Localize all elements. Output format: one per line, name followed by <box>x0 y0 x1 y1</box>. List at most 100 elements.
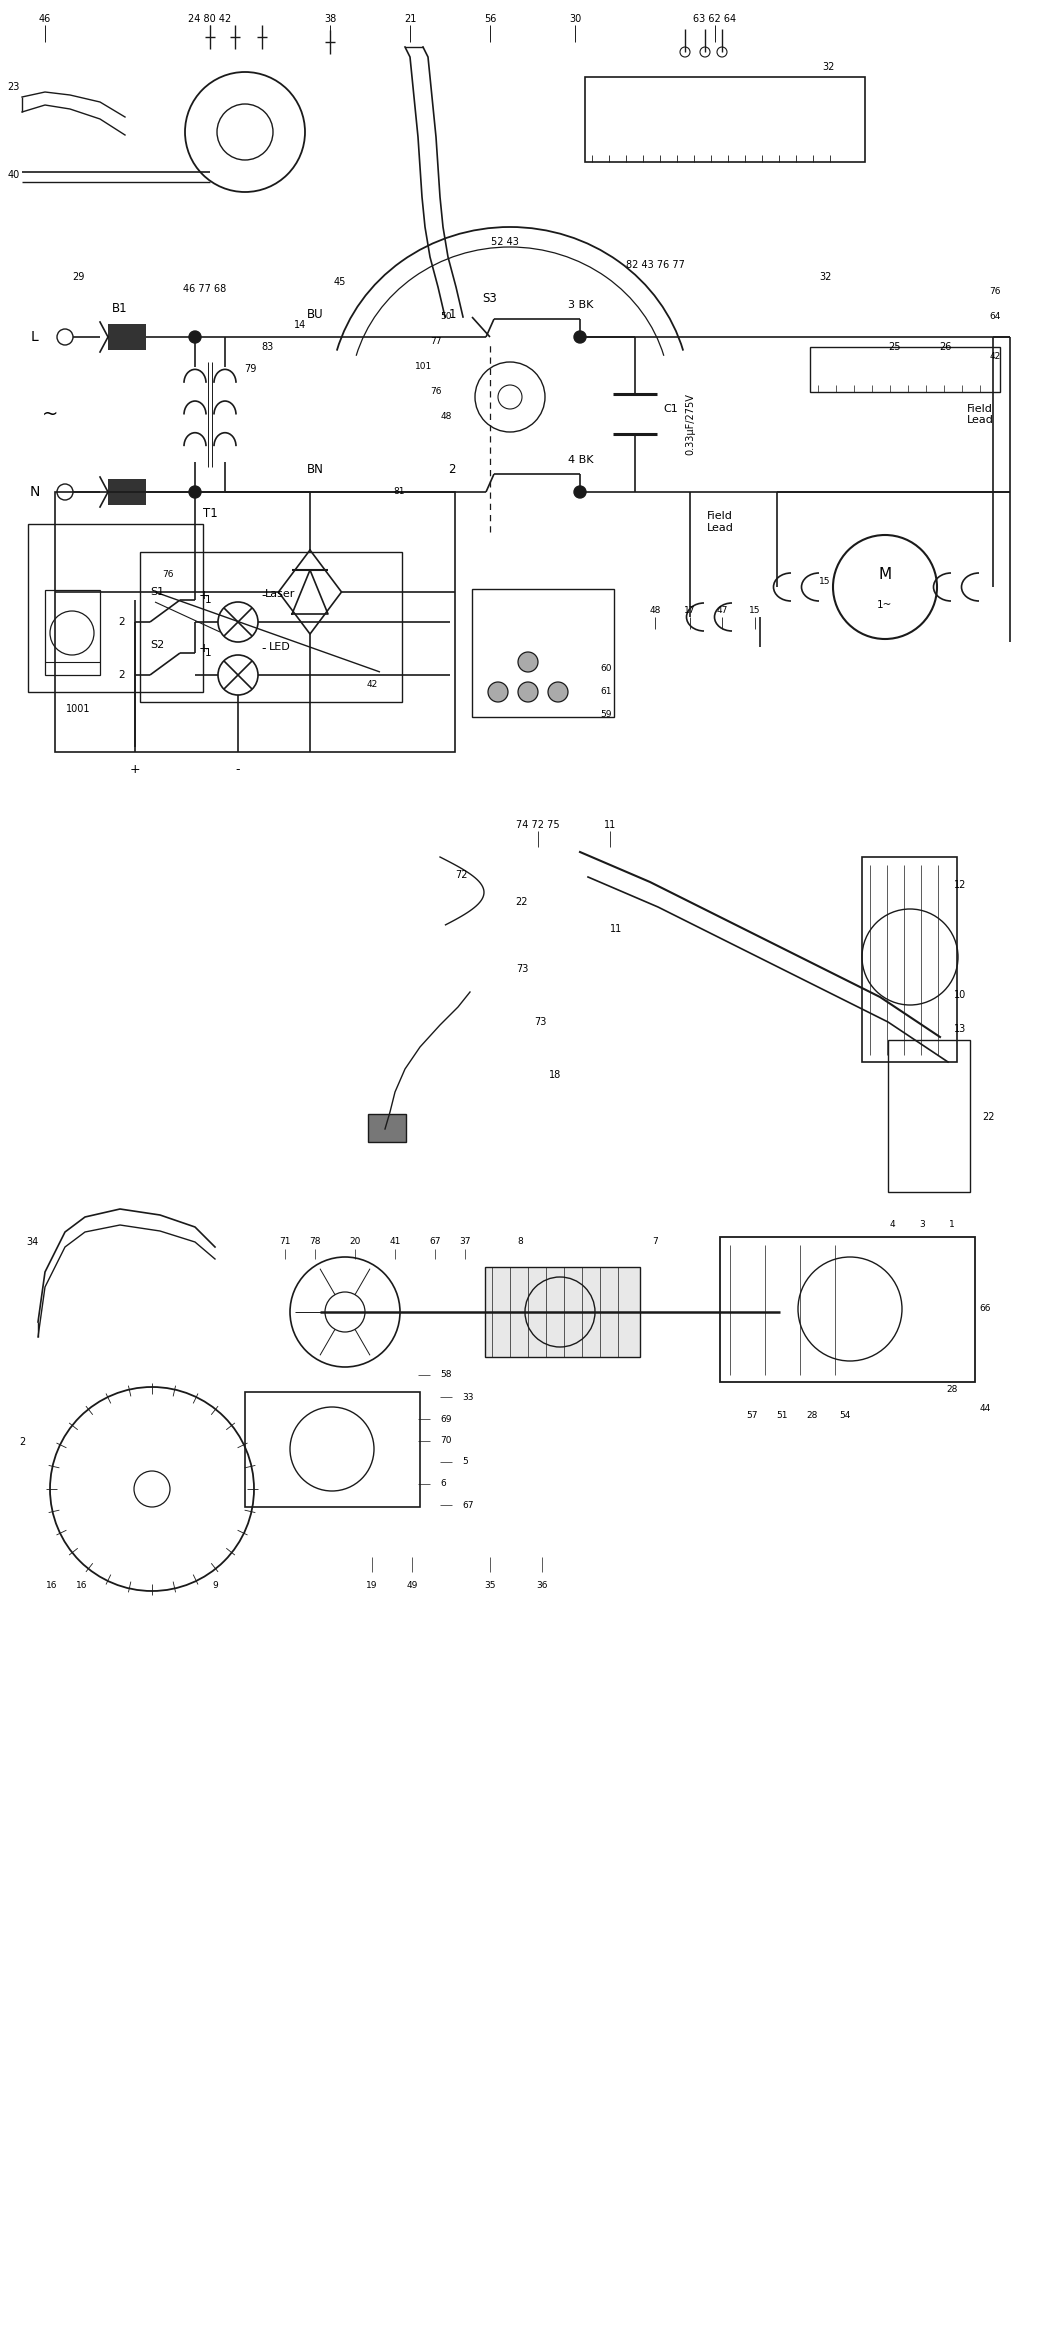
Text: M: M <box>879 568 891 582</box>
Text: 70: 70 <box>440 1436 452 1446</box>
Text: 2: 2 <box>119 669 125 681</box>
Text: 28: 28 <box>946 1385 958 1394</box>
Bar <box>245 1392 420 1507</box>
Text: 49: 49 <box>406 1580 418 1589</box>
Text: 77: 77 <box>430 338 442 347</box>
Text: 67: 67 <box>429 1237 441 1246</box>
Text: 48: 48 <box>441 413 452 422</box>
Text: 1: 1 <box>949 1220 954 1230</box>
Text: 44: 44 <box>980 1404 990 1413</box>
Text: 64: 64 <box>989 312 1001 322</box>
Text: 46 77 68: 46 77 68 <box>184 284 227 293</box>
Text: 82 43 76 77: 82 43 76 77 <box>626 261 685 270</box>
Text: 56: 56 <box>484 14 497 23</box>
Text: 16: 16 <box>46 1580 58 1589</box>
Text: LED: LED <box>269 643 291 652</box>
Text: Laser: Laser <box>265 589 295 598</box>
Text: 15: 15 <box>750 606 761 615</box>
Circle shape <box>189 331 201 343</box>
Text: 11: 11 <box>610 925 623 934</box>
Text: 69: 69 <box>440 1415 452 1425</box>
Text: 0.33μF/275V: 0.33μF/275V <box>685 394 695 455</box>
Circle shape <box>518 652 538 671</box>
Text: 1001: 1001 <box>66 704 90 713</box>
Text: -: - <box>261 643 267 655</box>
Text: 73: 73 <box>533 1016 546 1028</box>
Text: 76: 76 <box>162 570 173 580</box>
Text: 37: 37 <box>459 1237 470 1246</box>
Text: 71: 71 <box>279 1237 291 1246</box>
Text: 61: 61 <box>600 688 611 697</box>
Text: BN: BN <box>307 462 323 476</box>
Text: 2: 2 <box>19 1436 25 1448</box>
Text: +: + <box>198 589 209 603</box>
Text: 50: 50 <box>441 312 452 322</box>
Circle shape <box>574 331 586 343</box>
Text: 21: 21 <box>404 14 416 23</box>
Text: N: N <box>29 486 40 500</box>
Text: 42: 42 <box>989 352 1001 361</box>
Text: 48: 48 <box>649 606 660 615</box>
Bar <box>585 77 865 162</box>
Text: 7: 7 <box>652 1237 658 1246</box>
Text: S3: S3 <box>483 293 498 305</box>
Text: 16: 16 <box>77 1580 88 1589</box>
Text: 10: 10 <box>953 990 966 1000</box>
Circle shape <box>189 486 201 498</box>
Text: 40: 40 <box>7 169 20 181</box>
Text: 13: 13 <box>953 1023 966 1035</box>
Text: 25: 25 <box>888 343 901 352</box>
Text: 3: 3 <box>919 1220 925 1230</box>
Text: 79: 79 <box>244 364 256 373</box>
Text: T1: T1 <box>203 507 217 521</box>
Text: 66: 66 <box>980 1305 991 1314</box>
Text: 26: 26 <box>939 343 951 352</box>
Text: 22: 22 <box>516 897 528 906</box>
Text: 41: 41 <box>390 1237 401 1246</box>
Bar <box>810 347 1000 392</box>
Text: +: + <box>198 643 209 655</box>
Text: 42: 42 <box>366 681 378 690</box>
Text: 60: 60 <box>600 664 611 674</box>
Text: 20: 20 <box>350 1237 361 1246</box>
Text: 73: 73 <box>516 965 528 974</box>
Text: C1: C1 <box>663 404 677 415</box>
Circle shape <box>574 486 586 498</box>
Text: 9: 9 <box>212 1580 218 1589</box>
Bar <box>720 1237 975 1382</box>
Text: L: L <box>32 331 39 345</box>
Text: 8: 8 <box>517 1237 523 1246</box>
Text: 32: 32 <box>819 272 832 282</box>
Text: 11: 11 <box>604 819 616 831</box>
Text: 78: 78 <box>310 1237 320 1246</box>
Text: 101: 101 <box>415 361 432 371</box>
Text: 76: 76 <box>430 387 442 397</box>
Text: 63 62 64: 63 62 64 <box>693 14 736 23</box>
Text: 81: 81 <box>394 488 405 498</box>
Text: 6: 6 <box>440 1479 446 1488</box>
Text: 30: 30 <box>569 14 581 23</box>
Text: 32: 32 <box>822 61 835 73</box>
Text: 28: 28 <box>806 1411 818 1420</box>
Text: 83: 83 <box>261 343 274 352</box>
Text: BU: BU <box>307 307 323 322</box>
Text: 29: 29 <box>71 272 84 282</box>
Text: 35: 35 <box>484 1580 496 1589</box>
Text: 22: 22 <box>982 1112 994 1122</box>
Text: 1: 1 <box>448 307 456 322</box>
Text: +: + <box>130 763 141 777</box>
Text: 15: 15 <box>819 577 831 587</box>
Text: 33: 33 <box>462 1392 474 1401</box>
Text: 38: 38 <box>323 14 336 23</box>
Bar <box>45 589 100 676</box>
Bar <box>108 324 146 350</box>
Circle shape <box>488 683 508 702</box>
Bar <box>888 1040 970 1192</box>
Text: 5: 5 <box>462 1457 467 1467</box>
Text: 17: 17 <box>685 606 696 615</box>
Text: 58: 58 <box>440 1371 452 1380</box>
Bar <box>55 493 455 751</box>
Text: 2: 2 <box>448 462 456 476</box>
Text: 1: 1 <box>205 596 212 606</box>
Text: 76: 76 <box>989 286 1001 296</box>
